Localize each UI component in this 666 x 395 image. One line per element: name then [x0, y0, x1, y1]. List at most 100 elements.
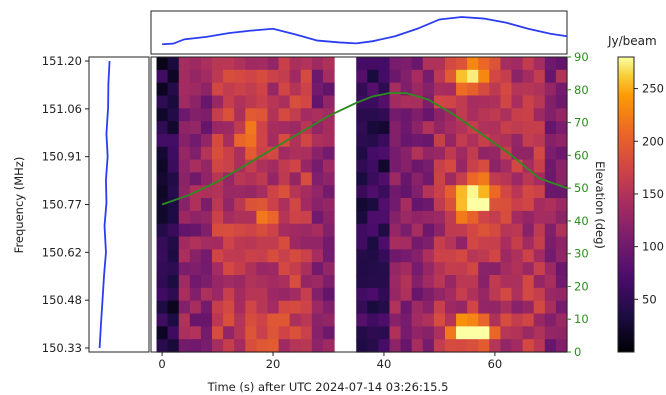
- heatmap-cell: [389, 69, 402, 84]
- heatmap-cell: [489, 185, 502, 199]
- heatmap-cell: [555, 223, 568, 238]
- heatmap-cell: [278, 249, 291, 263]
- heatmap-cell: [555, 300, 568, 315]
- heatmap-cell: [467, 210, 479, 225]
- heatmap-cell: [456, 262, 468, 276]
- heatmap-cell: [489, 275, 502, 289]
- heatmap-cell: [322, 133, 335, 148]
- heatmap-cell: [223, 69, 235, 84]
- heatmap-cell: [378, 236, 391, 250]
- heatmap-cell: [178, 275, 191, 289]
- heatmap-cell: [212, 95, 224, 109]
- heatmap-cell: [289, 133, 302, 148]
- heatmap-cell: [444, 262, 457, 276]
- heatmap-cell: [189, 57, 202, 71]
- heatmap-cell: [555, 108, 568, 122]
- heatmap-cell: [467, 172, 479, 186]
- heatmap-cell: [223, 236, 235, 250]
- heatmap-cell: [544, 57, 557, 71]
- heatmap-cell: [356, 159, 368, 174]
- heatmap-cell: [555, 262, 568, 276]
- heatmap-cell: [444, 223, 457, 238]
- heatmap-cell: [444, 95, 457, 109]
- heatmap-cell: [367, 249, 380, 263]
- heatmap-cell: [367, 133, 380, 148]
- heatmap-cell: [478, 146, 490, 161]
- heatmap-cell: [389, 236, 402, 250]
- heatmap-cell: [444, 146, 457, 161]
- heatmap-cell: [234, 326, 246, 340]
- heatmap-cell: [555, 146, 568, 161]
- heatmap-cell: [156, 287, 169, 302]
- heatmap-cell: [256, 339, 269, 353]
- heatmap-cell: [189, 146, 202, 161]
- heatmap-cell: [400, 95, 413, 109]
- heatmap-cell: [511, 275, 524, 289]
- heatmap-cell: [200, 287, 213, 302]
- heatmap-cell: [178, 146, 191, 161]
- heatmap-cell: [378, 185, 391, 199]
- heatmap-cell: [511, 108, 524, 122]
- heatmap-cell: [544, 236, 557, 250]
- heatmap-cell: [478, 133, 490, 148]
- heatmap-cell: [544, 287, 557, 302]
- heatmap-cell: [467, 69, 479, 84]
- heatmap-cell: [167, 57, 180, 71]
- heatmap-cell: [522, 249, 535, 263]
- elevation-curve: [161, 92, 568, 206]
- elevation-tick-label: 70: [574, 116, 589, 130]
- heatmap-cell: [289, 57, 302, 71]
- heatmap-cell: [522, 172, 535, 186]
- heatmap-cell: [522, 185, 535, 199]
- heatmap-cell: [278, 275, 291, 289]
- heatmap-cell: [400, 236, 413, 250]
- heatmap-cell: [533, 262, 546, 276]
- heatmap-cell: [156, 69, 169, 84]
- heatmap-cell: [178, 82, 191, 97]
- heatmap-cell: [234, 287, 246, 302]
- x-axis-label: Time (s) after UTC 2024-07-14 03:26:15.5: [207, 380, 449, 394]
- heatmap-cell: [389, 198, 402, 212]
- heatmap-cell: [278, 210, 291, 225]
- heatmap-cell: [189, 210, 202, 225]
- heatmap-cell: [156, 185, 169, 199]
- elevation-axis-label: Elevation (deg): [593, 161, 607, 249]
- heatmap-cell: [223, 326, 235, 340]
- heatmap-cell: [456, 95, 468, 109]
- heatmap-cell: [300, 159, 313, 174]
- heatmap-cell: [444, 236, 457, 250]
- heatmap-cell: [300, 57, 313, 71]
- heatmap-cell: [278, 146, 291, 161]
- heatmap-cell: [467, 82, 479, 97]
- heatmap-cell: [400, 108, 413, 122]
- heatmap-cell: [234, 249, 246, 263]
- heatmap-cell: [234, 185, 246, 199]
- frequency-profile-panel: [88, 56, 150, 353]
- heatmap-cell: [533, 326, 546, 340]
- heatmap-cell: [544, 198, 557, 212]
- heatmap-cell: [378, 326, 391, 340]
- heatmap-cell: [467, 146, 479, 161]
- heatmap-cell: [433, 262, 446, 276]
- heatmap-cell: [300, 210, 313, 225]
- heatmap-cell: [311, 133, 324, 148]
- heatmap-cell: [178, 313, 191, 327]
- heatmap-cell: [511, 287, 524, 302]
- heatmap-cell: [467, 326, 479, 340]
- heatmap-cell: [422, 172, 435, 186]
- heatmap-cell: [533, 198, 546, 212]
- heatmap-cell: [278, 133, 291, 148]
- heatmap-cell: [367, 236, 380, 250]
- heatmap-cell: [300, 185, 313, 199]
- heatmap-cell: [533, 339, 546, 353]
- heatmap-cell: [456, 108, 468, 122]
- heatmap-cell: [422, 185, 435, 199]
- heatmap-cell: [278, 262, 291, 276]
- heatmap-cell: [511, 223, 524, 238]
- heatmap-cell: [300, 326, 313, 340]
- heatmap-cell: [433, 172, 446, 186]
- colorbar-tick-label: 100: [642, 240, 664, 254]
- heatmap-cell: [422, 313, 435, 327]
- heatmap-cell: [467, 262, 479, 276]
- heatmap-cell: [322, 185, 335, 199]
